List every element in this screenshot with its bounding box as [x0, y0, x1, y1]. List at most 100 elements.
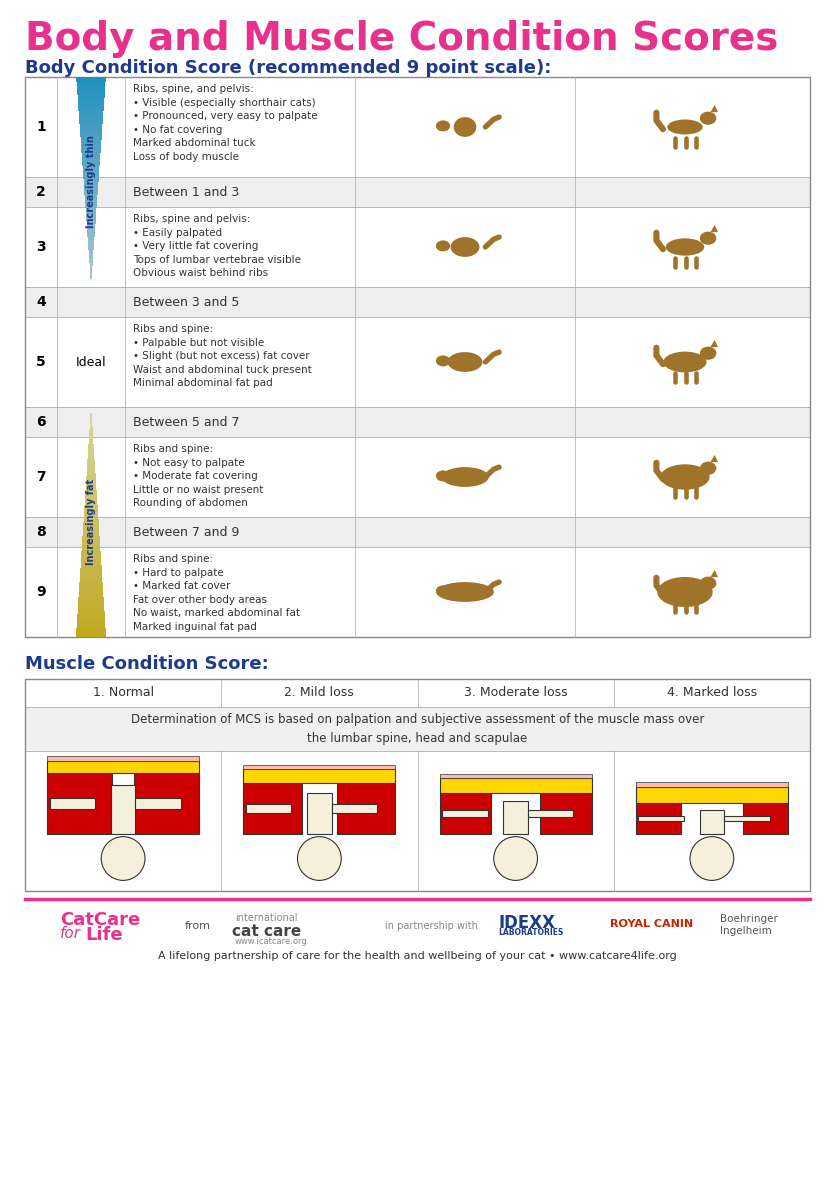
Ellipse shape	[690, 837, 734, 880]
Bar	[90, 268, 92, 271]
Bar	[78, 609, 104, 611]
Ellipse shape	[700, 112, 716, 125]
Bar	[90, 415, 92, 419]
Bar	[86, 219, 96, 221]
Bar	[79, 588, 103, 591]
Text: Determination of MCS is based on palpation and subjective assessment of the musc: Determination of MCS is based on palpati…	[131, 713, 704, 745]
Bar	[77, 87, 105, 91]
Bar	[88, 237, 94, 240]
Bar	[82, 151, 100, 153]
Bar	[85, 499, 97, 501]
Ellipse shape	[700, 232, 716, 245]
Bar	[25, 317, 810, 407]
Bar	[49, 798, 95, 809]
Bar	[89, 433, 93, 435]
Bar	[82, 161, 100, 164]
Text: in partnership with: in partnership with	[385, 920, 478, 931]
Text: www.icatcare.org: www.icatcare.org	[235, 937, 308, 946]
Bar	[84, 195, 98, 198]
Bar	[81, 557, 101, 559]
Bar	[47, 756, 199, 760]
Bar	[25, 517, 810, 547]
Ellipse shape	[700, 346, 716, 360]
Bar	[77, 85, 105, 87]
Bar	[89, 427, 93, 430]
Bar	[82, 539, 100, 543]
Bar	[78, 605, 104, 609]
Bar	[88, 242, 94, 245]
Text: Ribs, spine, and pelvis:
• Visible (especially shorthair cats)
• Pronounced, ver: Ribs, spine, and pelvis: • Visible (espe…	[133, 84, 317, 162]
Bar	[25, 287, 810, 317]
Text: 3. Moderate loss: 3. Moderate loss	[463, 686, 568, 699]
Bar	[85, 493, 97, 497]
Ellipse shape	[436, 240, 450, 252]
Bar	[76, 77, 106, 80]
Bar	[337, 783, 395, 834]
Bar	[245, 804, 291, 813]
Bar	[78, 106, 104, 108]
Bar	[87, 230, 95, 232]
Ellipse shape	[700, 577, 716, 590]
Bar	[89, 435, 93, 439]
Bar	[84, 501, 98, 505]
Text: Body and Muscle Condition Scores: Body and Muscle Condition Scores	[25, 20, 778, 58]
Bar	[78, 100, 104, 104]
Ellipse shape	[436, 120, 450, 132]
Bar	[90, 271, 92, 274]
Bar	[87, 465, 95, 467]
Bar	[88, 455, 94, 459]
Bar	[89, 245, 94, 247]
Ellipse shape	[660, 464, 710, 490]
Bar	[90, 274, 92, 277]
Text: cat care: cat care	[232, 924, 301, 939]
Bar	[76, 80, 105, 82]
Bar	[89, 439, 94, 441]
Bar	[78, 603, 104, 605]
Bar	[78, 104, 104, 106]
Bar	[528, 810, 574, 817]
Ellipse shape	[657, 577, 713, 607]
Bar	[89, 424, 93, 427]
Bar	[87, 461, 94, 465]
Text: Ribs and spine:
• Hard to palpate
• Marked fat cover
Fat over other body areas
N: Ribs and spine: • Hard to palpate • Mark…	[133, 554, 300, 632]
Bar	[89, 258, 93, 261]
Bar	[77, 617, 105, 620]
Bar	[86, 213, 96, 217]
Text: from: from	[185, 920, 211, 931]
Bar	[89, 430, 93, 433]
Bar	[86, 211, 96, 213]
Text: LABORATORIES: LABORATORIES	[498, 927, 564, 937]
Ellipse shape	[436, 471, 450, 481]
Bar	[638, 816, 684, 822]
Bar	[81, 148, 101, 151]
Polygon shape	[711, 105, 718, 112]
Bar	[77, 623, 105, 625]
Bar	[78, 95, 104, 98]
Ellipse shape	[297, 837, 342, 880]
Bar	[25, 207, 810, 287]
Bar	[81, 559, 101, 563]
Text: 3: 3	[36, 240, 46, 254]
Bar	[78, 614, 104, 617]
Bar	[25, 77, 810, 637]
Text: 1. Normal: 1. Normal	[93, 686, 154, 699]
Bar	[25, 547, 810, 637]
Text: Ideal: Ideal	[76, 355, 106, 368]
Text: A lifelong partnership of care for the health and wellbeing of your cat • www.ca: A lifelong partnership of care for the h…	[158, 951, 676, 960]
Bar	[78, 98, 104, 100]
Bar	[81, 563, 101, 565]
Text: international: international	[235, 913, 297, 923]
Polygon shape	[711, 455, 718, 463]
Bar	[88, 240, 94, 242]
Bar	[77, 82, 105, 85]
Bar	[87, 224, 95, 227]
Bar	[84, 511, 98, 513]
Bar	[85, 202, 97, 206]
Text: Between 5 and 7: Between 5 and 7	[133, 415, 240, 428]
Bar	[78, 599, 104, 603]
Bar	[77, 91, 105, 93]
Bar	[76, 634, 106, 637]
Bar	[78, 611, 104, 614]
Polygon shape	[711, 225, 718, 232]
Bar	[90, 277, 92, 279]
